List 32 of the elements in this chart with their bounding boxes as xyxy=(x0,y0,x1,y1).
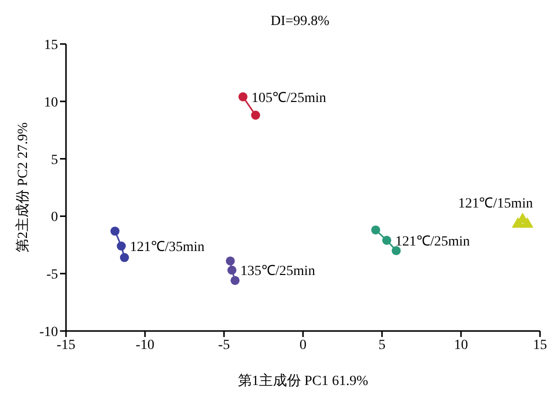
point xyxy=(116,242,126,251)
x-tick-label: 15 xyxy=(533,338,547,353)
point xyxy=(392,246,401,256)
series-label: 121℃/35min xyxy=(130,240,204,256)
point xyxy=(371,225,380,234)
x-tick-label: 0 xyxy=(300,338,306,353)
chart-title: DI=99.8% xyxy=(270,14,330,29)
point xyxy=(251,110,260,120)
y-tick-label: 0 xyxy=(51,210,58,226)
x-tick-label: -5 xyxy=(218,338,230,353)
y-tick-label: -5 xyxy=(46,268,58,283)
y-tick-label: 15 xyxy=(44,38,58,53)
y-tick-label: 10 xyxy=(44,95,58,110)
point xyxy=(120,253,129,262)
series-label: 121℃/25min xyxy=(395,234,470,250)
point xyxy=(226,256,235,266)
y-tick-label: 5 xyxy=(51,152,58,168)
x-tick-label: -15 xyxy=(56,338,76,353)
point xyxy=(238,92,248,102)
point xyxy=(110,226,120,236)
point xyxy=(382,236,392,245)
y-tick-label: -10 xyxy=(39,324,58,340)
series-label: 105℃/25min xyxy=(251,90,326,106)
x-tick-label: -10 xyxy=(136,338,154,353)
y-axis-title: 第2主成份 PC2 27.9% xyxy=(14,122,31,253)
point xyxy=(227,266,236,275)
x-tick-label: 5 xyxy=(378,338,386,353)
series-label: 121℃/15min xyxy=(458,196,533,212)
point xyxy=(230,276,240,285)
x-axis-title: 第1主成份 PC1 61.9% xyxy=(238,372,368,389)
x-tick-label: 10 xyxy=(454,338,468,353)
series-label: 135℃/25min xyxy=(240,264,316,280)
